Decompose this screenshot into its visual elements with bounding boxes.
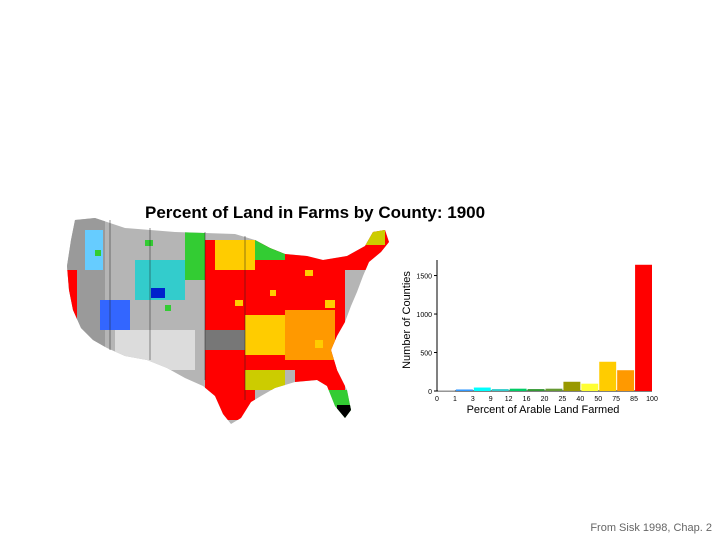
histogram-plot: 0 500 1000 1500 0 1 3 9 12 16 20 25 40 50 75 85 100 bbox=[416, 260, 658, 403]
y-tick-label: 1500 bbox=[416, 274, 432, 281]
histogram-bar bbox=[509, 388, 527, 391]
histogram-bar bbox=[491, 389, 509, 391]
histogram-bar bbox=[581, 383, 599, 391]
map-region-oklahoma bbox=[205, 330, 245, 350]
map-region-ozarks bbox=[245, 315, 285, 355]
histogram-bar bbox=[617, 370, 635, 391]
x-tick-label: 20 bbox=[541, 396, 549, 403]
map-speckles-yellow bbox=[235, 270, 335, 348]
y-tick-label: 1000 bbox=[416, 312, 432, 319]
y-tick-label: 500 bbox=[420, 351, 432, 358]
histogram-bar bbox=[545, 388, 563, 391]
x-tick-label: 25 bbox=[559, 396, 567, 403]
us-county-map bbox=[67, 218, 389, 424]
x-tick-label: 75 bbox=[612, 396, 620, 403]
y-axis-label: Number of Counties bbox=[401, 271, 413, 369]
histogram-bar bbox=[473, 387, 491, 391]
map-region-southeast bbox=[295, 360, 345, 390]
map-region-blue-block bbox=[151, 288, 165, 298]
histogram-bar bbox=[635, 264, 652, 391]
map-region-maine bbox=[365, 230, 385, 245]
map-region-great-basin bbox=[100, 300, 130, 330]
histogram-bar bbox=[563, 381, 581, 391]
map-region-dakotas bbox=[185, 230, 205, 280]
source-credit: From Sisk 1998, Chap. 2 bbox=[590, 522, 712, 534]
map-speckles-green bbox=[95, 240, 171, 311]
map-region-northwest bbox=[85, 230, 103, 270]
x-tick-label: 0 bbox=[435, 396, 439, 403]
map-region-northern-plains bbox=[215, 240, 255, 270]
histogram: 0 500 1000 1500 0 1 3 9 12 16 20 25 40 50 75 85 100 Numb… bbox=[401, 260, 658, 416]
histogram-bar bbox=[599, 361, 617, 391]
map-state-lines bbox=[109, 220, 246, 400]
x-tick-label: 12 bbox=[505, 396, 513, 403]
x-axis-label: Percent of Arable Land Farmed bbox=[467, 404, 620, 416]
map-region-appalachia bbox=[285, 310, 335, 360]
chart-title: Percent of Land in Farms by County: 1900 bbox=[145, 203, 486, 222]
x-tick-label: 50 bbox=[594, 396, 602, 403]
y-tick-label: 0 bbox=[428, 389, 432, 396]
x-tick-label: 100 bbox=[646, 396, 658, 403]
map-region-california-valley bbox=[67, 270, 77, 330]
x-tick-label: 40 bbox=[576, 396, 584, 403]
map-region-great-lakes bbox=[255, 240, 285, 260]
histogram-bar bbox=[438, 390, 455, 392]
x-tick-label: 9 bbox=[489, 396, 493, 403]
histogram-bar bbox=[527, 389, 545, 391]
x-tick-label: 85 bbox=[630, 396, 638, 403]
histogram-bar bbox=[455, 389, 473, 391]
map-region-new-england bbox=[345, 230, 389, 270]
x-tick-label: 16 bbox=[523, 396, 531, 403]
x-tick-label: 3 bbox=[471, 396, 475, 403]
map-region-florida-tip bbox=[337, 405, 351, 424]
map-region-gulf-coast bbox=[245, 370, 285, 390]
map-region-southwest bbox=[115, 330, 195, 370]
x-tick-label: 1 bbox=[453, 396, 457, 403]
